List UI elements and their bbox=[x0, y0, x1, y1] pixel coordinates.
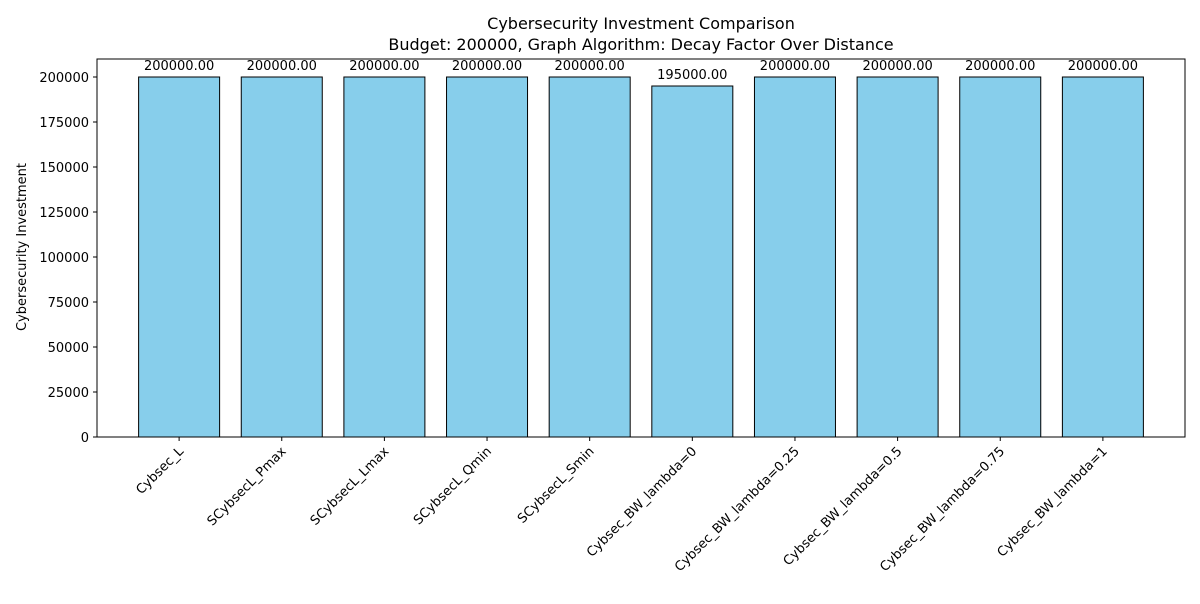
bar-8 bbox=[959, 76, 1042, 438]
y-ticks-layer: 0 25000 50000 75000 100000 125000 150000 175000… bbox=[39, 71, 97, 446]
y-tick-label-3: 75000 bbox=[48, 296, 89, 311]
bar-value-label-1: 200000.00 bbox=[247, 59, 317, 74]
bar-value-label-7: 200000.00 bbox=[862, 59, 932, 74]
y-axis-label: Cybersecurity Investment bbox=[15, 163, 30, 331]
chart-title: Cybersecurity Investment Comparison bbox=[487, 14, 795, 33]
plot-frame bbox=[96, 58, 1186, 438]
y-tick-label-5: 125000 bbox=[39, 206, 89, 221]
x-tick-label-8: Cybsec_BW_lambda=0.75 bbox=[877, 444, 1008, 575]
x-tick-label-3: SCybsecL_Qmin bbox=[411, 444, 495, 528]
x-tick-label-7: Cybsec_BW_lambda=0.5 bbox=[781, 444, 906, 569]
x-tick-label-0: Cybsec_L bbox=[133, 444, 187, 498]
y-tick-label-6: 150000 bbox=[39, 161, 89, 176]
chart-subtitle: Budget: 200000, Graph Algorithm: Decay F… bbox=[388, 35, 893, 54]
x-tick-label-1: SCybsecL_Pmax bbox=[205, 444, 290, 529]
x-ticks-layer: Cybsec_L SCybsecL_Pmax SCybsecL_Lmax SCybse… bbox=[133, 437, 1111, 575]
bar-1 bbox=[240, 76, 323, 438]
y-tick-label-4: 100000 bbox=[39, 251, 89, 266]
x-tick-label-2: SCybsecL_Lmax bbox=[308, 444, 393, 529]
bar-2 bbox=[343, 76, 426, 438]
bar-9 bbox=[1061, 76, 1144, 438]
bar-value-label-4: 200000.00 bbox=[555, 59, 625, 74]
bar-value-label-2: 200000.00 bbox=[349, 59, 419, 74]
bars-layer bbox=[138, 76, 1144, 438]
bar-value-label-0: 200000.00 bbox=[144, 59, 214, 74]
x-tick-label-4: SCybsecL_Smin bbox=[515, 444, 598, 527]
x-tick-label-5: Cybsec_BW_lambda=0 bbox=[584, 444, 700, 560]
value-labels-layer: 200000.00 200000.00 200000.00 200000.00 2000… bbox=[144, 59, 1138, 83]
y-tick-label-8: 200000 bbox=[39, 71, 89, 86]
bar-7 bbox=[856, 76, 939, 438]
bar-value-label-5: 195000.00 bbox=[657, 68, 727, 83]
x-tick-label-9: Cybsec_BW_lambda=1 bbox=[995, 444, 1111, 560]
bar-value-label-3: 200000.00 bbox=[452, 59, 522, 74]
y-tick-label-1: 25000 bbox=[48, 386, 89, 401]
bar-6 bbox=[753, 76, 836, 438]
bar-value-label-6: 200000.00 bbox=[760, 59, 830, 74]
bar-5 bbox=[651, 85, 734, 438]
bar-0 bbox=[138, 76, 221, 438]
bar-3 bbox=[446, 76, 529, 438]
bar-4 bbox=[548, 76, 631, 438]
bar-value-label-9: 200000.00 bbox=[1068, 59, 1138, 74]
y-tick-label-0: 0 bbox=[81, 431, 89, 446]
y-tick-label-2: 50000 bbox=[48, 341, 89, 356]
bar-value-label-8: 200000.00 bbox=[965, 59, 1035, 74]
y-tick-label-7: 175000 bbox=[39, 116, 89, 131]
